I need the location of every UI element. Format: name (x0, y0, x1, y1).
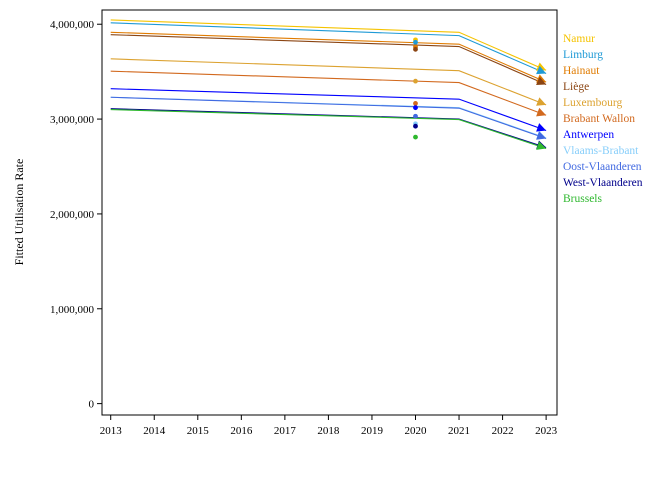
legend: Namur Limburg Hainaut Liège Luxembourg Braban… (563, 33, 643, 205)
x-axis: 2013 2014 2015 2016 2017 2018 2019 2020 2021 2022… (100, 415, 558, 437)
y-axis: 0 1,000,000 2,000,000 3,000,000 4,000,000 (50, 19, 102, 411)
x-tick-label: 2017 (274, 425, 297, 437)
series-line (110, 34, 547, 85)
series-line (110, 19, 547, 71)
legend-entry: Brabant Wallon (563, 113, 635, 125)
observed-point (413, 78, 418, 84)
observed-point (413, 39, 418, 45)
y-tick-label: 3,000,000 (50, 114, 95, 126)
series-line (110, 88, 547, 131)
legend-entry: Luxembourg (563, 97, 622, 109)
legend-entry: Oost-Vlaanderen (563, 161, 642, 173)
legend-entry: Hainaut (563, 65, 600, 77)
x-tick-label: 2021 (448, 425, 470, 437)
series-arrowhead (536, 123, 547, 132)
arrowheads (536, 62, 547, 150)
y-axis-title: Fitted Utilisation Rate (12, 159, 26, 266)
x-tick-label: 2015 (187, 425, 210, 437)
observed-points (413, 37, 418, 140)
x-tick-label: 2020 (404, 425, 427, 437)
legend-entry: Antwerpen (563, 129, 614, 141)
x-tick-label: 2023 (535, 425, 558, 437)
x-tick-label: 2016 (230, 425, 253, 437)
legend-entry: Liège (563, 81, 589, 93)
plot-area-frame (101, 9, 558, 416)
x-tick-label: 2022 (492, 425, 514, 437)
y-tick-label: 0 (89, 399, 95, 411)
y-tick-label: 4,000,000 (50, 19, 95, 31)
legend-entry: Namur (563, 33, 595, 45)
series-line (110, 70, 547, 116)
legend-entry: Brussels (563, 193, 603, 205)
observed-point (413, 123, 418, 129)
series-line (110, 22, 547, 75)
series-lines (110, 19, 547, 149)
x-tick-label: 2013 (100, 425, 123, 437)
series-arrowhead (536, 76, 547, 85)
series-line (110, 31, 547, 83)
legend-entry: West-Vlaanderen (563, 177, 643, 189)
observed-point (413, 105, 418, 111)
observed-point (413, 113, 418, 119)
legend-entry: Limburg (563, 49, 603, 61)
series-arrowhead (536, 97, 547, 106)
series-line (110, 58, 547, 106)
y-tick-label: 1,000,000 (50, 304, 95, 316)
legend-entry: Vlaams-Brabant (563, 145, 639, 157)
observed-point (413, 101, 418, 106)
series-line (110, 109, 547, 149)
series-arrowhead (536, 107, 547, 117)
series-arrowhead (536, 131, 547, 140)
x-tick-label: 2019 (361, 425, 384, 437)
y-tick-label: 2,000,000 (50, 209, 95, 221)
observed-point (413, 134, 418, 140)
series-line (110, 96, 547, 140)
x-tick-label: 2014 (143, 425, 166, 437)
series-arrowhead (536, 141, 547, 150)
x-tick-label: 2018 (317, 425, 340, 437)
series-arrowhead (536, 65, 547, 75)
observed-point (413, 46, 418, 52)
